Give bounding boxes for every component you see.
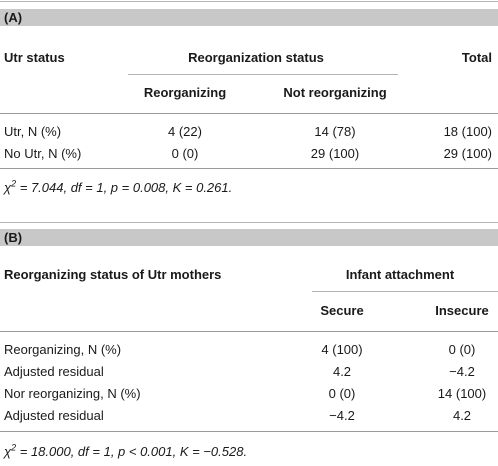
statistics-note-b: χ2 = 18.000, df = 1, p < 0.001, K = −0.5… [4, 442, 248, 459]
section-a-header: (A) [0, 9, 498, 26]
top-rule [0, 1, 498, 2]
cell-total: 18 (100) [443, 124, 492, 139]
row-label: Adjusted residual [4, 408, 104, 423]
cell-reorganizing: 4 (22) [168, 124, 202, 139]
col-header-secure: Secure [320, 303, 364, 318]
row-label: Adjusted residual [4, 364, 104, 379]
row-label: Utr, N (%) [4, 124, 62, 139]
row-label: Nor reorganizing, N (%) [4, 386, 141, 401]
col-header-reorganization-status: Reorganization status [188, 50, 324, 65]
cell-total: 29 (100) [443, 146, 492, 161]
section-b-header: (B) [0, 229, 498, 246]
row-label: Reorganizing, N (%) [4, 342, 122, 357]
bottom-rule-b [0, 431, 498, 432]
col-header-not-reorganizing: Not reorganizing [283, 85, 387, 100]
statistics-note-a: χ2 = 7.044, df = 1, p = 0.008, K = 0.261… [4, 178, 233, 195]
col-header-reorganizing-status-utr: Reorganizing status of Utr mothers [4, 267, 222, 282]
header-rule-b [0, 331, 498, 332]
cell-insecure: 4.2 [452, 408, 472, 423]
col-header-reorganizing: Reorganizing [143, 85, 227, 100]
separator-rule [0, 222, 498, 223]
header-rule-a [0, 113, 498, 114]
spanner-rule-b [312, 291, 498, 292]
col-header-infant-attachment: Infant attachment [345, 267, 455, 282]
cell-not-reorganizing: 14 (78) [314, 124, 356, 139]
row-label: No Utr, N (%) [4, 146, 82, 161]
col-header-insecure: Insecure [435, 303, 489, 318]
cell-secure: 4.2 [332, 364, 352, 379]
cell-insecure: 14 (100) [437, 386, 487, 401]
cell-insecure: 0 (0) [448, 342, 476, 357]
cell-not-reorganizing: 29 (100) [310, 146, 360, 161]
cell-secure: 4 (100) [321, 342, 363, 357]
col-header-total: Total [461, 50, 492, 65]
cell-secure: −4.2 [329, 408, 355, 423]
spanner-rule-a [128, 74, 398, 75]
cell-secure: 0 (0) [328, 386, 356, 401]
cell-insecure: −4.2 [449, 364, 475, 379]
cell-reorganizing: 0 (0) [171, 146, 199, 161]
col-header-utr-status: Utr status [4, 50, 65, 65]
bottom-rule-a [0, 168, 498, 169]
